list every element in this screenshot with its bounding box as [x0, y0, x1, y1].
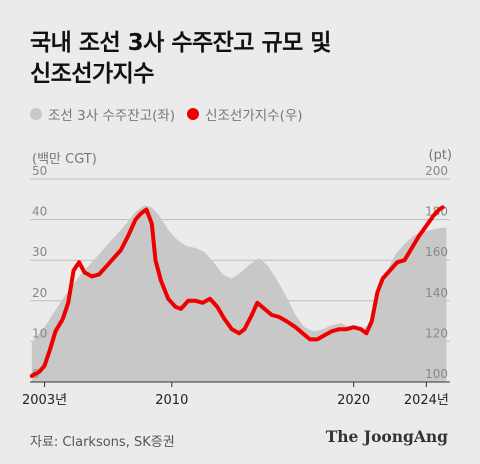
legend: 조선 3사 수주잔고(좌) 신조선가지수(우) — [30, 104, 315, 124]
right-tick-label: 140 — [425, 286, 448, 300]
x-tick-label: 2010 — [155, 393, 188, 408]
left-tick-label: 10 — [32, 326, 47, 340]
title-line-2: 신조선가지수 — [30, 61, 154, 87]
left-tick-label: 50 — [32, 164, 47, 178]
legend-swatch-index — [187, 108, 200, 120]
left-axis-unit: (백만 CGT) — [32, 152, 97, 167]
right-tick-label: 160 — [425, 245, 448, 259]
left-tick-label: 40 — [32, 205, 47, 219]
source-note: 자료: Clarksons, SK증권 — [30, 435, 175, 450]
brand-logo: The JoongAng — [325, 427, 448, 446]
right-tick-label: 100 — [425, 367, 448, 381]
left-tick-label: 30 — [32, 245, 47, 259]
orders-backlog-area — [31, 205, 447, 382]
left-tick-label: 20 — [32, 286, 47, 300]
newbuilding-price-index-line — [29, 205, 445, 378]
right-axis-unit: (pt) — [428, 148, 453, 163]
legend-swatch-orders — [30, 108, 42, 120]
chart-title: 국내 조선 3사 수주잔고 규모 및 신조선가지수 — [30, 28, 460, 90]
x-tick-label: 2024년 — [404, 393, 449, 408]
right-tick-label: 200 — [425, 164, 448, 178]
legend-label-orders: 조선 3사 수주잔고(좌) — [48, 108, 176, 124]
legend-item-index: 신조선가지수(우) — [187, 104, 303, 124]
x-tick-label: 2020 — [337, 393, 370, 408]
right-tick-label: 120 — [425, 326, 448, 340]
title-line-1: 국내 조선 3사 수주잔고 규모 및 — [30, 30, 331, 56]
legend-label-index: 신조선가지수(우) — [205, 108, 303, 124]
legend-item-orders: 조선 3사 수주잔고(좌) — [30, 104, 175, 124]
x-tick-label: 2003년 — [22, 393, 67, 408]
